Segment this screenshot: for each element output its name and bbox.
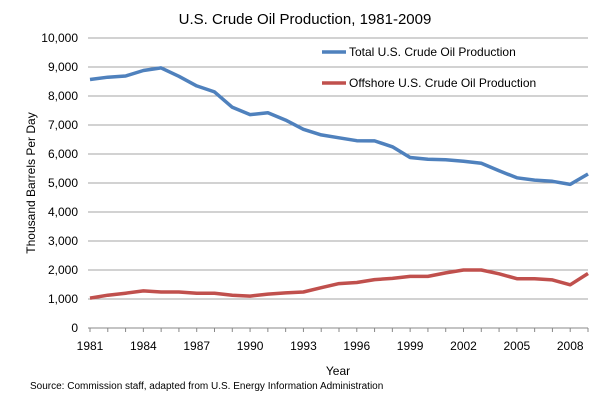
y-tick-label: 4,000	[48, 205, 78, 219]
y-tick-label: 1,000	[48, 292, 78, 306]
y-tick-label: 6,000	[48, 147, 78, 161]
x-tick-label: 1999	[397, 339, 424, 353]
legend: Total U.S. Crude Oil Production Offshore …	[322, 45, 536, 90]
x-tick-label: 1996	[343, 339, 370, 353]
legend-label: Offshore U.S. Crude Oil Production	[349, 76, 536, 90]
y-tick-label: 2,000	[48, 263, 78, 277]
y-tick-label: 3,000	[48, 234, 78, 248]
chart-title: U.S. Crude Oil Production, 1981-2009	[179, 11, 432, 28]
x-tick-label: 2002	[450, 339, 477, 353]
x-tick-label: 2008	[557, 339, 584, 353]
x-tick-labels: 1981 1984 1987 1990 1993 1996 1999 2002 2005 2008	[77, 328, 589, 353]
y-tick-label: 9,000	[48, 60, 78, 74]
y-tick-label: 0	[71, 321, 78, 335]
y-tick-label: 8,000	[48, 89, 78, 103]
x-tick-label: 1987	[183, 339, 210, 353]
source-note: Source: Commission staff, adapted from U…	[30, 381, 383, 392]
x-axis-label: Year	[326, 364, 350, 378]
y-tick-label: 7,000	[48, 118, 78, 132]
series-line-1	[89, 268, 589, 300]
series-lines	[89, 66, 589, 300]
gridlines	[88, 37, 588, 329]
x-tick-label: 1990	[237, 339, 264, 353]
x-tick-label: 1993	[290, 339, 317, 353]
x-tick-label: 1981	[77, 339, 104, 353]
legend-label: Total U.S. Crude Oil Production	[349, 45, 516, 59]
y-tick-label: 5,000	[48, 176, 78, 190]
x-tick-label: 2005	[504, 339, 531, 353]
y-axis-label: Thousand Barrels Per Day	[24, 112, 38, 253]
y-tick-labels: 0 1,000 2,000 3,000 4,000 5,000 6,000 7,000 8,00…	[41, 31, 78, 335]
x-tick-label: 1984	[130, 339, 157, 353]
y-tick-label: 10,000	[41, 31, 78, 45]
